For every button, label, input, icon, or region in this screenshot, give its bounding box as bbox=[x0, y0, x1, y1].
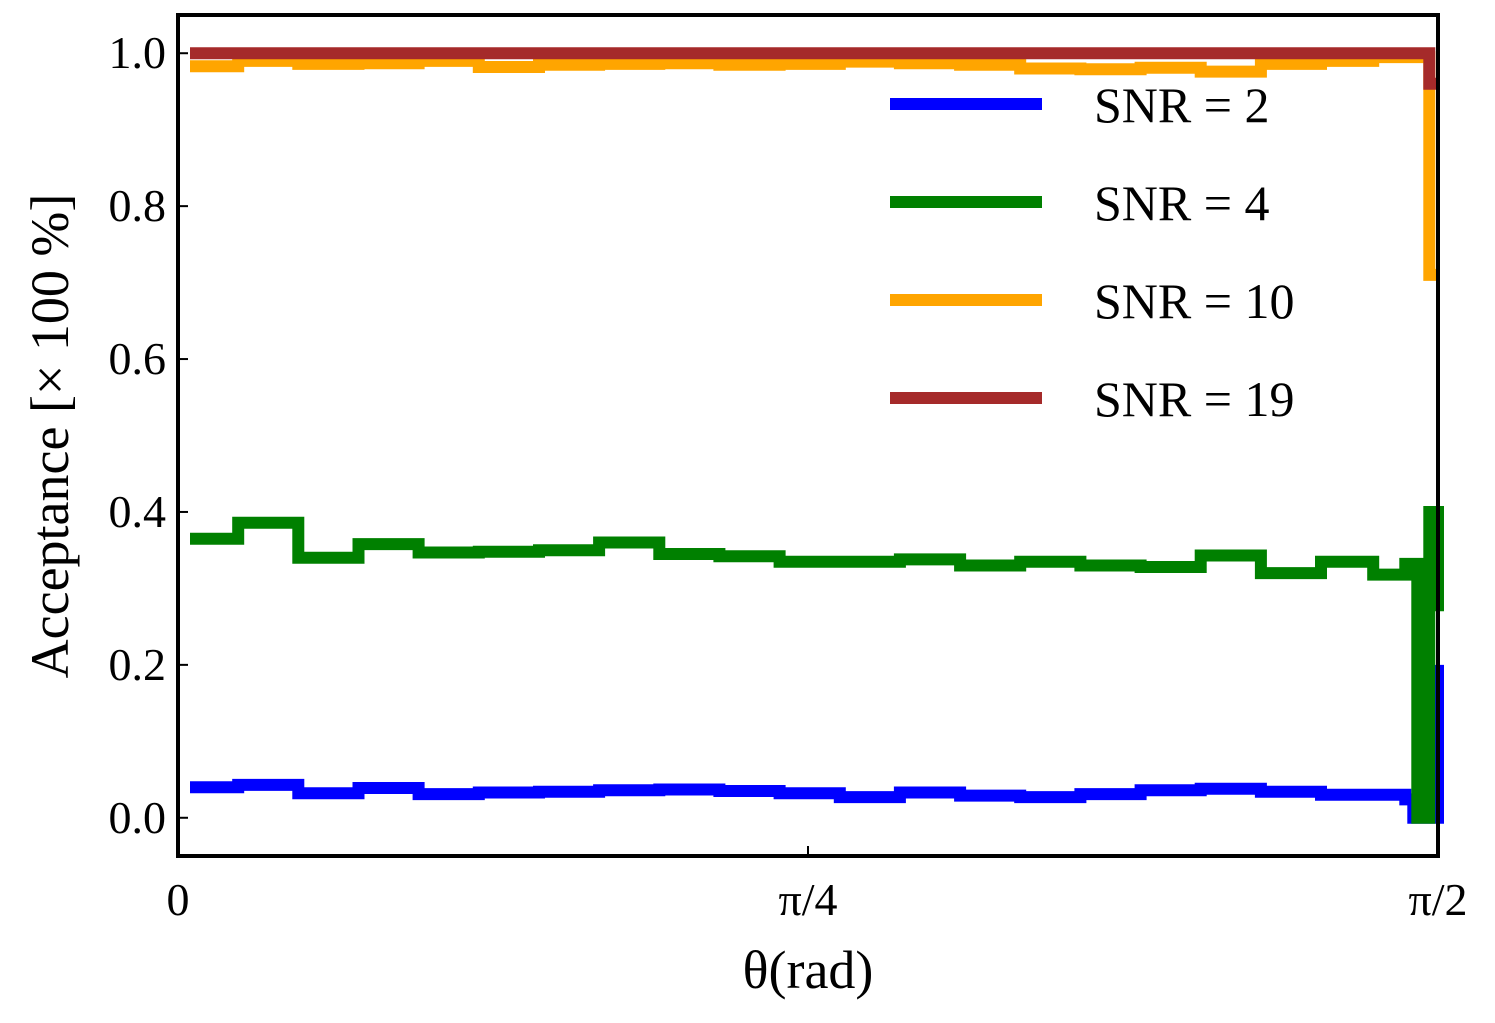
ticks-layer: 0.0 0.2 0.4 0.6 0.8 1.0 0 π/4 π/2 bbox=[109, 27, 1468, 925]
y-axis-title: Acceptance [× 100 %] bbox=[20, 194, 80, 679]
x-tick-label-2: π/2 bbox=[1408, 874, 1467, 925]
y-tick-label-1: 0.2 bbox=[109, 639, 167, 690]
plot-frame bbox=[176, 13, 1440, 858]
legend-label-2: SNR = 4 bbox=[1094, 175, 1269, 231]
legend-label-1: SNR = 2 bbox=[1094, 77, 1269, 133]
x-axis-title: θ(rad) bbox=[743, 940, 874, 1000]
x-tick-label-1: π/4 bbox=[778, 874, 837, 925]
legend: SNR = 2 SNR = 4 SNR = 10 SNR = 19 bbox=[890, 77, 1294, 427]
y-tick-label-0: 0.0 bbox=[109, 792, 167, 843]
legend-label-3: SNR = 10 bbox=[1094, 273, 1294, 329]
x-tick-label-0: 0 bbox=[167, 874, 190, 925]
legend-label-4: SNR = 19 bbox=[1094, 371, 1294, 427]
series-line-2 bbox=[190, 506, 1444, 824]
y-tick-label-2: 0.4 bbox=[109, 486, 167, 537]
series-line-3 bbox=[190, 51, 1438, 281]
series-layer bbox=[190, 47, 1444, 824]
y-tick-label-4: 0.8 bbox=[109, 180, 167, 231]
y-tick-label-3: 0.6 bbox=[109, 333, 167, 384]
y-tick-label-5: 1.0 bbox=[109, 27, 167, 78]
series-line-1 bbox=[190, 664, 1444, 824]
series-line-4 bbox=[190, 47, 1438, 90]
